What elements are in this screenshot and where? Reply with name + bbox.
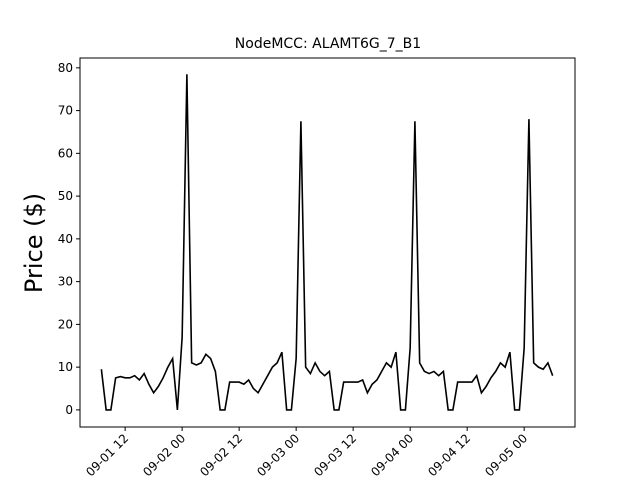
y-tick-label: 50 bbox=[58, 189, 73, 203]
x-tick-label: 09-02 12 bbox=[197, 431, 245, 479]
y-tick-label: 70 bbox=[58, 104, 73, 118]
x-tick-label: 09-01 12 bbox=[83, 431, 131, 479]
y-axis-label: Price ($) bbox=[20, 193, 48, 293]
x-tick-label: 09-05 00 bbox=[482, 431, 530, 479]
x-tick-label: 09-04 12 bbox=[425, 431, 473, 479]
y-tick-label: 0 bbox=[65, 403, 73, 417]
x-tick-label: 09-03 00 bbox=[254, 431, 302, 479]
y-tick-label: 20 bbox=[58, 317, 73, 331]
x-tick-label: 09-02 00 bbox=[140, 431, 188, 479]
y-tick-label: 80 bbox=[58, 61, 73, 75]
line bbox=[100, 74, 554, 411]
plot-frame bbox=[79, 57, 576, 428]
chart-title: NodeMCC: ALAMT6G_7_B1 bbox=[235, 36, 421, 52]
x-tick-label: 09-04 00 bbox=[368, 431, 416, 479]
y-tick-label: 30 bbox=[58, 275, 73, 289]
y-tick-label: 60 bbox=[58, 146, 73, 160]
y-tick-label: 10 bbox=[58, 360, 73, 374]
x-tick-label: 09-03 12 bbox=[311, 431, 359, 479]
y-tick-label: 40 bbox=[58, 232, 73, 246]
